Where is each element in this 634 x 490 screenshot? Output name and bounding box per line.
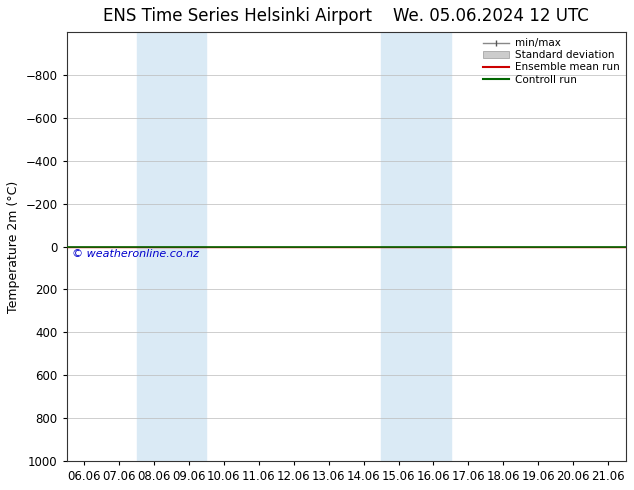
- Y-axis label: Temperature 2m (°C): Temperature 2m (°C): [7, 180, 20, 313]
- Bar: [381, 32, 451, 461]
- Title: ENS Time Series Helsinki Airport    We. 05.06.2024 12 UTC: ENS Time Series Helsinki Airport We. 05.…: [103, 7, 589, 25]
- Bar: [136, 32, 207, 461]
- Legend: min/max, Standard deviation, Ensemble mean run, Controll run: min/max, Standard deviation, Ensemble me…: [479, 34, 623, 89]
- Text: © weatheronline.co.nz: © weatheronline.co.nz: [72, 249, 199, 259]
